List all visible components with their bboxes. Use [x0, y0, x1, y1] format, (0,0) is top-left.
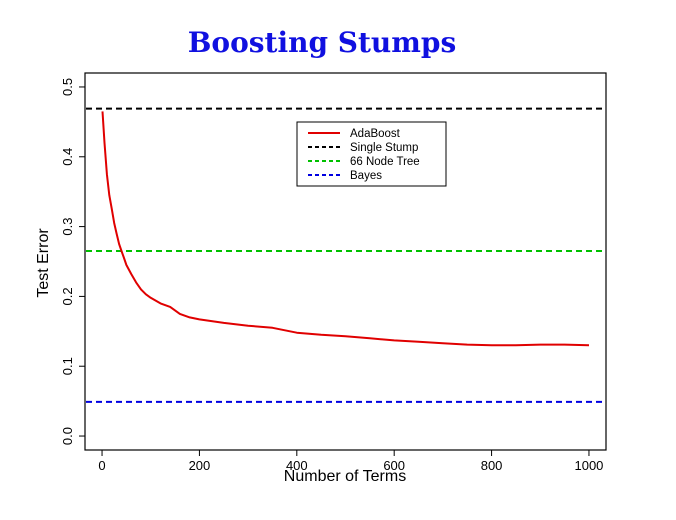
- chart-title: Boosting Stumps: [188, 26, 457, 59]
- y-tick-label: 0.4: [60, 148, 75, 166]
- legend-label-bayes: Bayes: [350, 170, 382, 182]
- series-lines: [101, 111, 590, 347]
- plot-frame: [84, 72, 607, 451]
- y-tick-label: 0.5: [60, 78, 75, 96]
- y-tick-label: 0.0: [60, 427, 75, 445]
- y-tick-label: 0.3: [60, 218, 75, 236]
- legend-label-66-node-tree: 66 Node Tree: [350, 156, 420, 168]
- legend-label-adaboost: AdaBoost: [350, 128, 401, 140]
- x-tick-label: 600: [383, 458, 405, 473]
- y-axis: 0.0 0.1 0.2 0.3 0.4 0.5: [60, 78, 85, 445]
- reference-lines: [86, 107, 605, 403]
- x-axis-label: Number of Terms: [284, 468, 406, 485]
- x-tick-label: 800: [481, 458, 503, 473]
- y-tick-label: 0.2: [60, 287, 75, 305]
- y-axis-label: Test Error: [35, 228, 52, 298]
- x-tick-label: 400: [286, 458, 308, 473]
- x-tick-label: 0: [98, 458, 105, 473]
- x-tick-label: 1000: [574, 458, 603, 473]
- legend: AdaBoost Single Stump 66 Node Tree Bayes: [296, 121, 447, 187]
- legend-label-single-stump: Single Stump: [350, 142, 418, 154]
- x-axis: 0 200 400 600 800 1000: [98, 450, 603, 473]
- y-tick-label: 0.1: [60, 357, 75, 375]
- x-tick-label: 200: [189, 458, 211, 473]
- adaboost-line: [101, 111, 590, 347]
